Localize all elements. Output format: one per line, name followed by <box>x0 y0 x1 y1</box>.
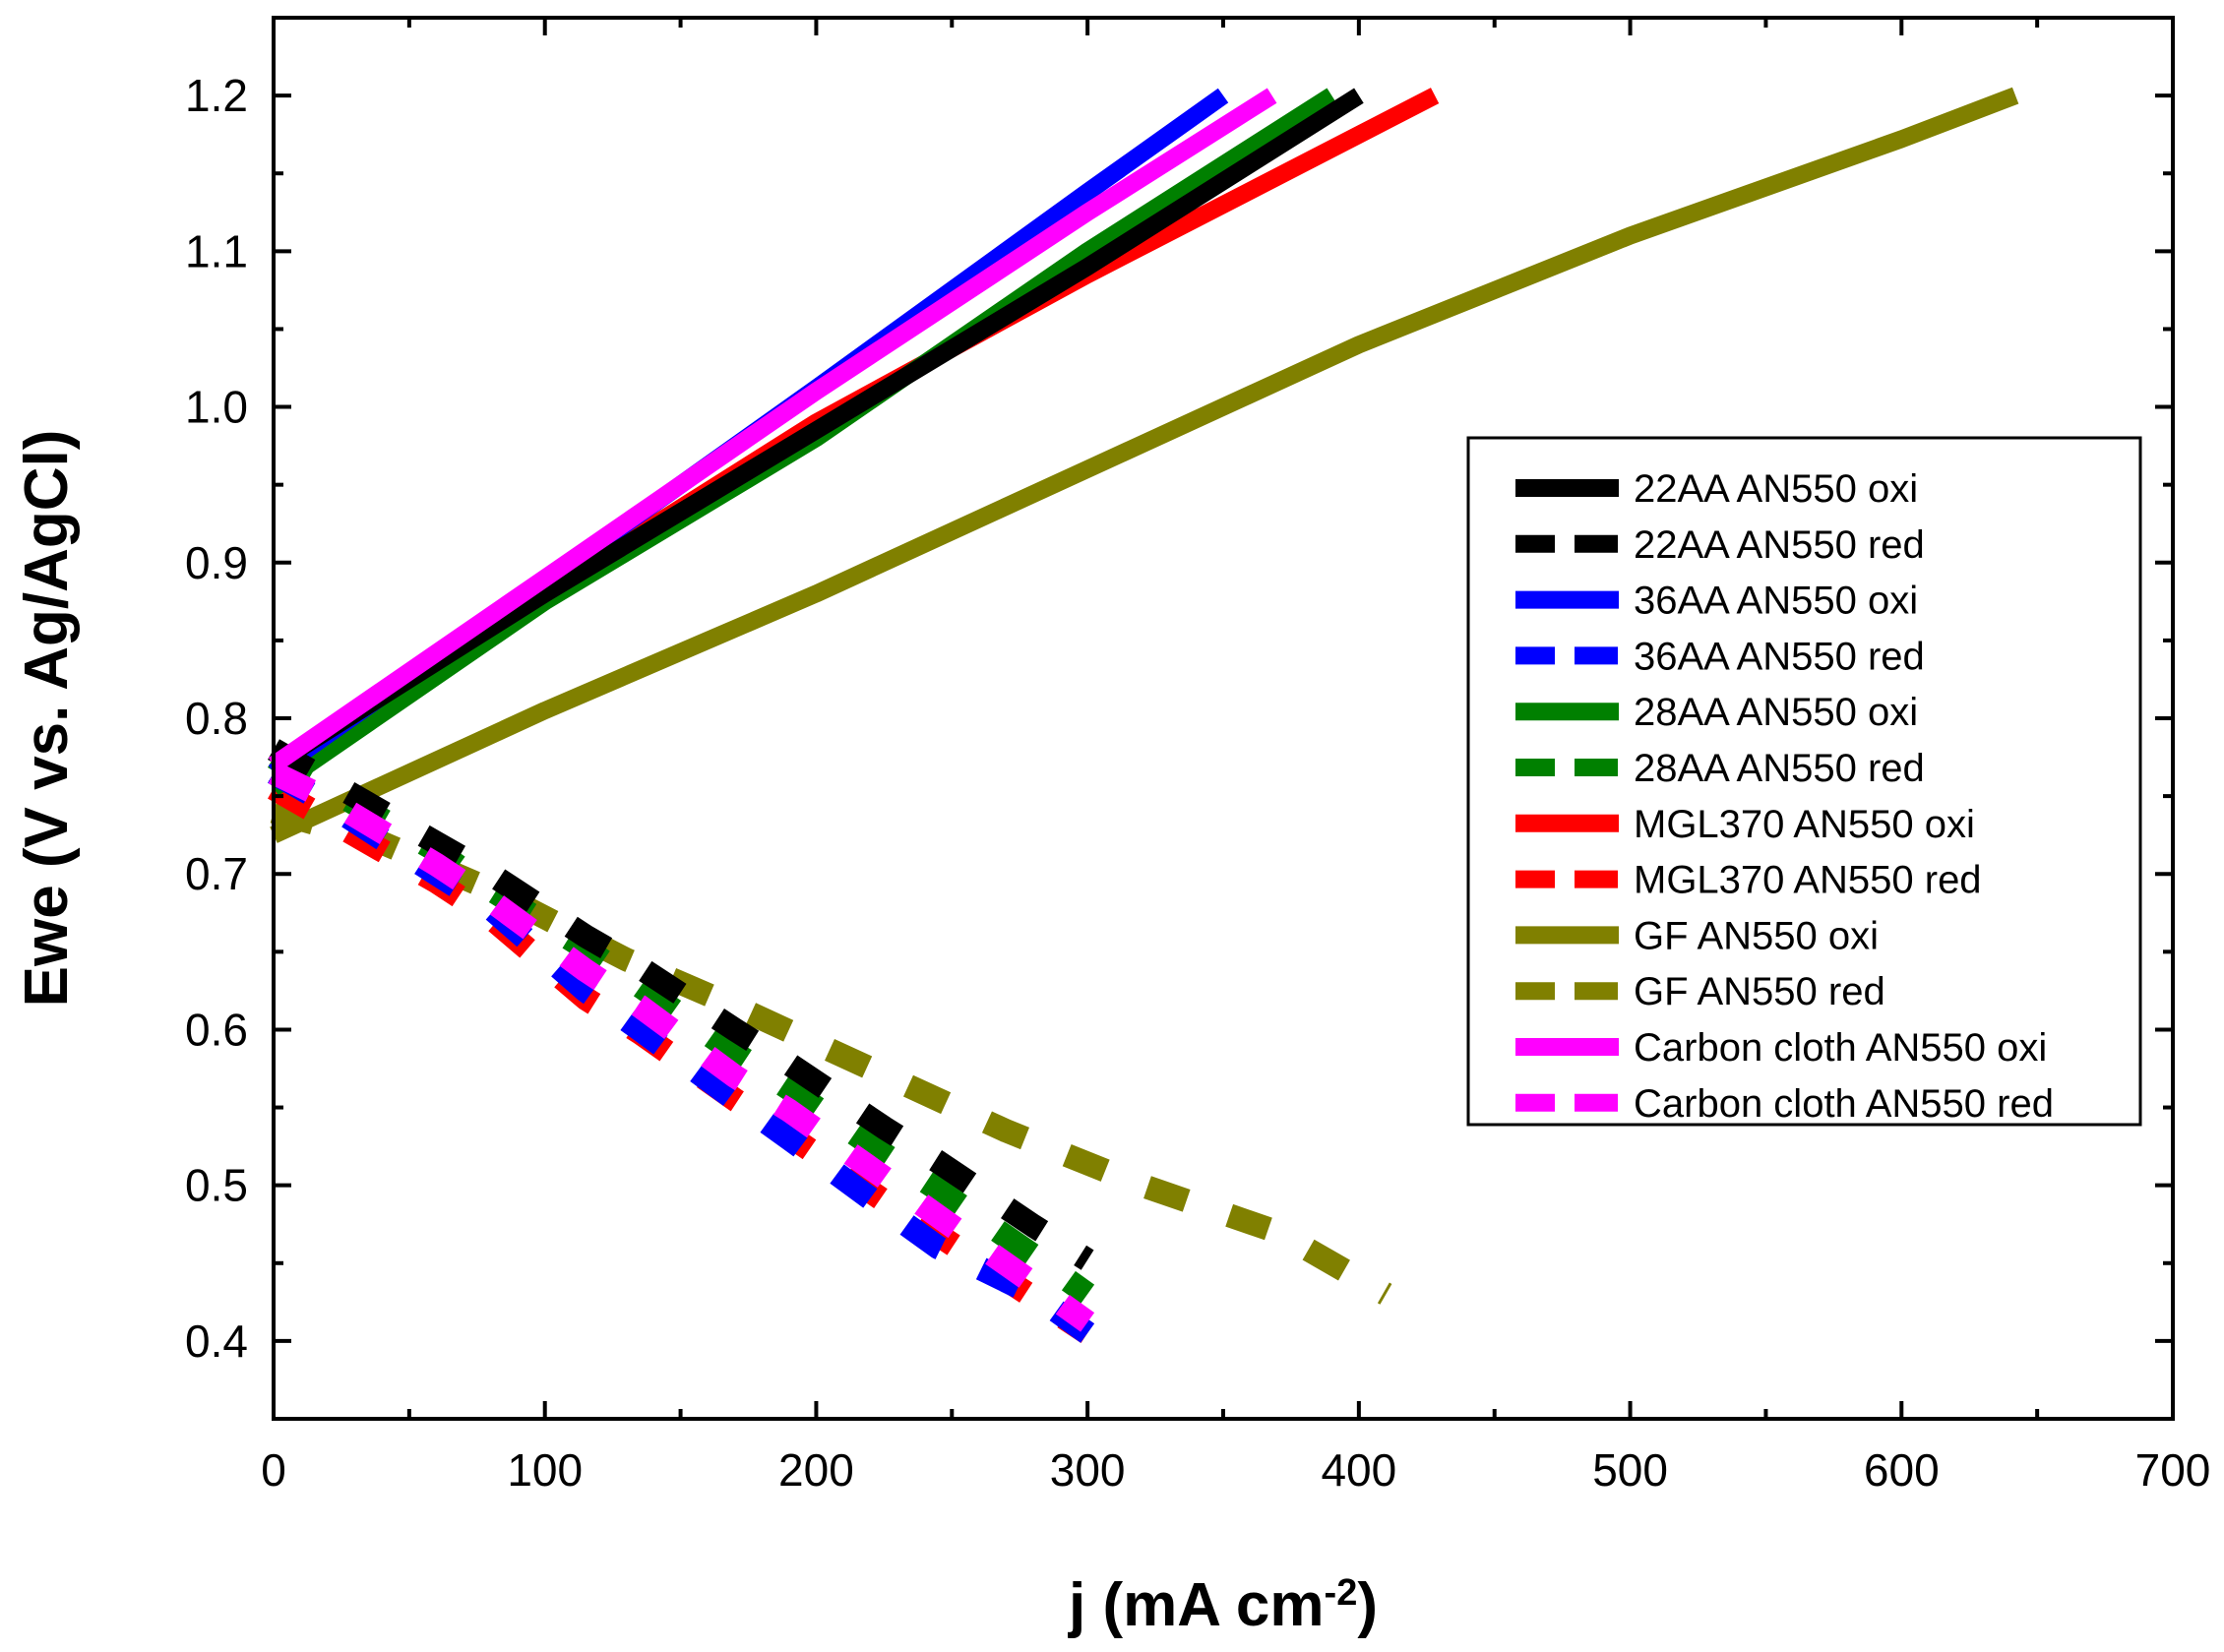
series-line-gf-an550-oxi <box>270 87 2019 843</box>
series-line-28aa-an550-red <box>268 747 1095 1305</box>
legend-label-carbon-cloth-an550-oxi: Carbon cloth AN550 oxi <box>1634 1026 2047 1070</box>
legend-label-28aa-an550-oxi: 28AA AN550 oxi <box>1634 691 1918 734</box>
y-tick-label: 0.5 <box>185 1160 248 1211</box>
y-tick-label: 0.8 <box>185 693 248 744</box>
y-tick-label: 0.9 <box>185 537 248 588</box>
x-tick-label: 400 <box>1321 1444 1396 1496</box>
y-tick-label: 0.7 <box>185 848 248 899</box>
legend-label-28aa-an550-red: 28AA AN550 red <box>1634 747 1925 790</box>
x-axis-title-main: j (mA cm <box>1068 1571 1325 1639</box>
series-line-22aa-an550-oxi <box>269 88 1364 773</box>
series-line-22aa-an550-red <box>268 739 1094 1270</box>
legend-label-36aa-an550-red: 36AA AN550 red <box>1634 635 1925 678</box>
ticks-layer <box>272 16 2175 1421</box>
x-tick-label: 200 <box>778 1444 854 1496</box>
series-line-carbon-cloth-an550-red <box>268 762 1095 1332</box>
legend-label-22aa-an550-red: 22AA AN550 red <box>1634 523 1925 567</box>
legend-label-mgl370-an550-oxi: MGL370 AN550 oxi <box>1634 803 1975 846</box>
x-tick-label: 100 <box>507 1444 583 1496</box>
series-layer <box>268 87 2019 1344</box>
x-tick-label: 300 <box>1050 1444 1126 1496</box>
x-tick-label: 600 <box>1864 1444 1940 1496</box>
x-axis-title-end: ) <box>1357 1571 1378 1639</box>
x-tick-label: 0 <box>261 1444 286 1496</box>
legend-label-22aa-an550-oxi: 22AA AN550 oxi <box>1634 467 1918 511</box>
legend-label-mgl370-an550-red: MGL370 AN550 red <box>1634 859 1982 902</box>
y-tick-label: 1.1 <box>185 225 248 276</box>
y-tick-label: 1.0 <box>185 382 248 433</box>
legend-label-carbon-cloth-an550-red: Carbon cloth AN550 red <box>1634 1082 2054 1126</box>
y-axis-title: Ewe (V vs. Ag/AgCl) <box>13 430 81 1008</box>
legend: 22AA AN550 oxi 22AA AN550 red 36AA AN550 o… <box>1466 436 2142 1127</box>
x-axis-title: j (mA cm-2) <box>1068 1571 1378 1639</box>
series-line-mgl370-an550-oxi <box>268 88 1440 796</box>
series-line-mgl370-an550-red <box>268 777 1094 1344</box>
x-tick-label: 700 <box>2135 1444 2211 1496</box>
x-axis-title-superscript: -2 <box>1325 1572 1358 1614</box>
series-line-36aa-an550-red <box>268 762 1095 1343</box>
legend-label-gf-an550-red: GF AN550 red <box>1634 970 1885 1013</box>
legend-label-gf-an550-oxi: GF AN550 oxi <box>1634 914 1879 957</box>
tick-labels-layer: 0 100 200 300 400 500 600 700 0.4 0.5 0.6 0.7 0.8 0.9… <box>185 70 2210 1496</box>
y-tick-label: 1.2 <box>185 70 248 121</box>
legend-label-36aa-an550-oxi: 36AA AN550 oxi <box>1634 580 1918 623</box>
series-line-carbon-cloth-an550-oxi <box>268 88 1277 772</box>
y-tick-label: 0.6 <box>185 1004 248 1055</box>
y-tick-label: 0.4 <box>185 1315 248 1367</box>
x-tick-label: 500 <box>1592 1444 1668 1496</box>
legend-items: 22AA AN550 oxi 22AA AN550 red 36AA AN550 o… <box>1515 467 2054 1126</box>
